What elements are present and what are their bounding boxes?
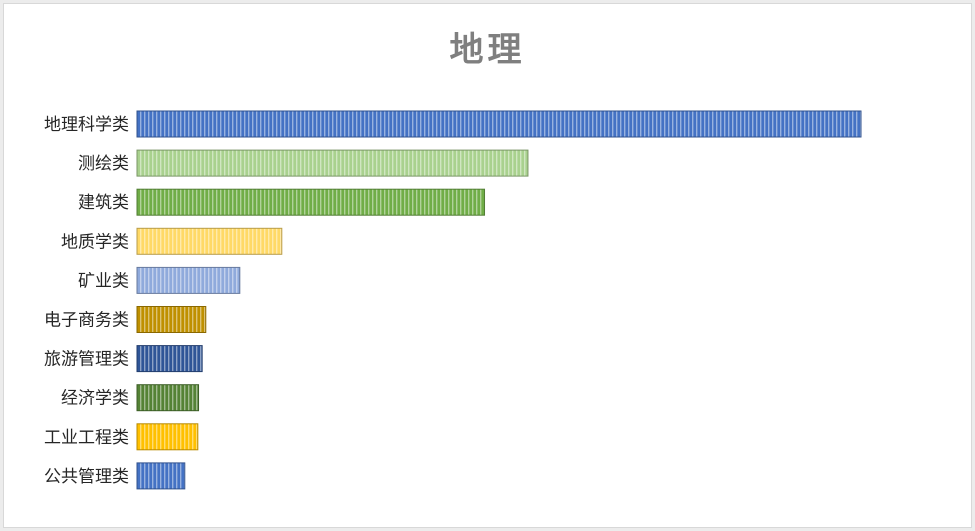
bar-8 [136, 423, 199, 451]
category-label-0: 地理科学类 [44, 115, 129, 135]
category-label-8: 工业工程类 [44, 428, 129, 448]
category-label-2: 建筑类 [78, 193, 129, 213]
bar-0 [136, 110, 862, 138]
bar-2 [136, 188, 486, 216]
category-label-4: 矿业类 [78, 271, 129, 291]
category-label-1: 测绘类 [78, 154, 129, 174]
bar-4 [136, 266, 241, 294]
bar-5 [136, 306, 207, 333]
chart-title: 地理 [449, 30, 526, 70]
bar-7 [136, 384, 200, 412]
category-label-7: 经济学类 [61, 389, 129, 409]
category-label-3: 地质学类 [61, 232, 129, 252]
bar-3 [136, 227, 283, 255]
bar-6 [136, 345, 203, 373]
bar-9 [136, 462, 186, 490]
category-label-6: 旅游管理类 [44, 350, 129, 370]
category-label-5: 电子商务类 [44, 311, 129, 331]
bar-1 [136, 149, 529, 177]
category-label-9: 公共管理类 [44, 467, 129, 487]
